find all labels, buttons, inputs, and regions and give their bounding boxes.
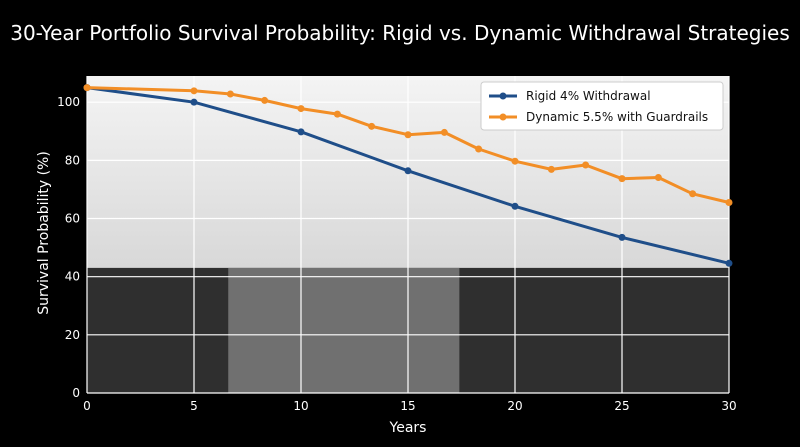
legend-marker: [499, 92, 507, 100]
x-tick-label: 15: [400, 399, 415, 413]
data-point: [404, 131, 412, 139]
data-point: [725, 259, 733, 267]
y-axis-label: Survival Probability (%): [36, 151, 52, 315]
data-point: [368, 122, 376, 130]
data-point: [190, 87, 198, 95]
data-point: [725, 199, 733, 207]
x-tick-label: 25: [614, 399, 629, 413]
y-tick-label: 40: [65, 270, 80, 284]
x-tick-label: 5: [190, 399, 198, 413]
data-point: [297, 105, 305, 113]
data-point: [511, 202, 519, 210]
tick-labels: 0 5 10 15 20 25 30 0 20 40 60 80 100: [57, 95, 737, 413]
data-point: [618, 175, 626, 183]
data-point: [582, 161, 590, 169]
data-point: [261, 96, 269, 104]
series-layer: [83, 84, 733, 267]
plot-background-highlight: [228, 267, 460, 393]
legend: Rigid 4% Withdrawal Dynamic 5.5% with Gua…: [480, 81, 724, 131]
data-point: [226, 90, 234, 98]
x-tick-label: 0: [83, 399, 91, 413]
data-point: [475, 145, 483, 153]
data-point: [511, 157, 519, 165]
data-point: [654, 173, 662, 181]
data-point: [333, 110, 341, 118]
data-point: [440, 128, 448, 136]
y-tick-label: 80: [65, 153, 80, 167]
y-tick-label: 0: [72, 386, 80, 400]
y-tick-label: 60: [65, 212, 80, 226]
data-point: [689, 190, 697, 198]
legend-label: Dynamic 5.5% with Guardrails: [526, 110, 708, 124]
data-point: [190, 98, 198, 106]
x-axis-label: Years: [389, 420, 427, 436]
data-point: [297, 128, 305, 136]
data-point: [404, 167, 412, 175]
x-tick-label: 30: [721, 399, 736, 413]
x-tick-label: 10: [293, 399, 308, 413]
chart-title: 30-Year Portfolio Survival Probability: …: [10, 21, 790, 45]
legend-label: Rigid 4% Withdrawal: [526, 89, 651, 103]
y-tick-label: 20: [65, 328, 80, 342]
x-tick-label: 20: [507, 399, 522, 413]
y-tick-label: 100: [57, 95, 80, 109]
data-point: [618, 233, 626, 241]
legend-box: [480, 81, 724, 131]
data-point: [547, 165, 555, 173]
legend-marker: [499, 113, 507, 121]
data-point: [83, 84, 91, 92]
